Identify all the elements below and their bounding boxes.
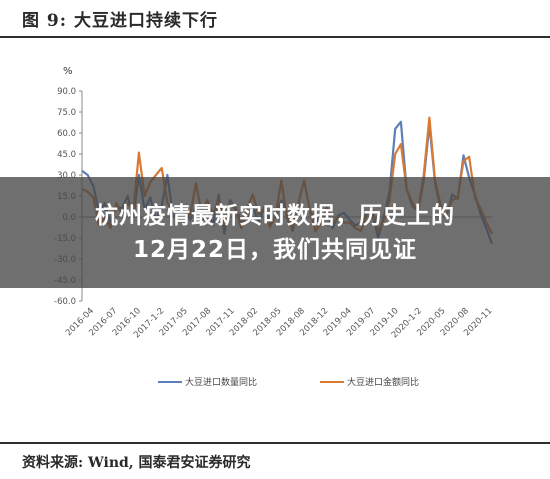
headline-overlay: 杭州疫情最新实时数据，历史上的 12月22日，我们共同见证	[0, 177, 550, 288]
source-note: 资料来源: Wind, 国泰君安证券研究	[22, 455, 251, 471]
headline-line-1: 杭州疫情最新实时数据，历史上的	[95, 202, 455, 229]
bottom-rule	[0, 442, 550, 444]
legend-swatch-value	[320, 380, 344, 383]
y-tick-label: 45.0	[57, 150, 76, 160]
headline-line-2: 12月22日，我们共同见证	[132, 236, 417, 263]
legend-swatch-volume	[158, 380, 182, 383]
y-tick-label: 30.0	[57, 171, 76, 181]
legend-item-value: 大豆进口金额同比	[320, 375, 419, 388]
y-tick-label: 75.0	[57, 108, 76, 118]
y-tick-label: -60.0	[54, 297, 76, 307]
figure-title: 图 9: 大豆进口持续下行	[22, 11, 218, 31]
legend-label-volume: 大豆进口数量同比	[185, 378, 258, 388]
y-axis-label: %	[63, 66, 73, 77]
legend-label-value: 大豆进口金额同比	[347, 378, 420, 388]
y-tick-label: 60.0	[57, 129, 76, 139]
legend-item-volume: 大豆进口数量同比	[158, 375, 257, 388]
y-tick-label: 90.0	[57, 87, 76, 97]
top-rule	[0, 36, 550, 38]
